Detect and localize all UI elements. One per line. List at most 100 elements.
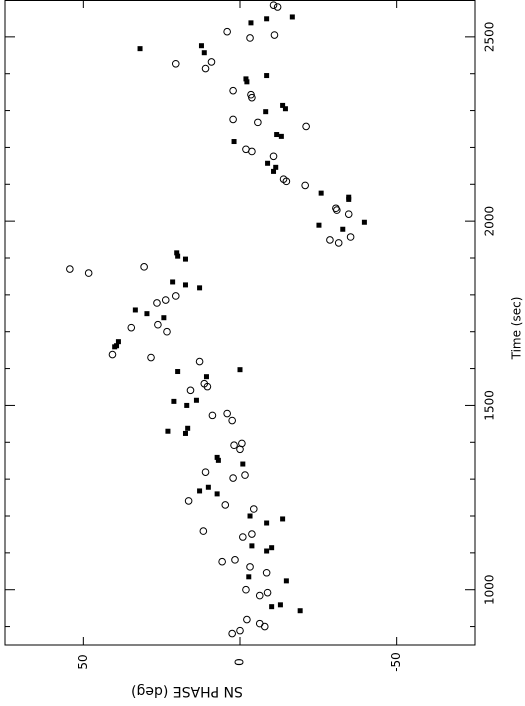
circle-point (231, 556, 239, 564)
circle-point (248, 147, 256, 156)
circle-point (163, 327, 171, 336)
square-point (132, 307, 138, 313)
circle-point (248, 530, 256, 538)
circle-point (228, 629, 236, 638)
square-point (182, 256, 188, 262)
circle-point (346, 233, 355, 241)
circle-point (249, 505, 258, 513)
circle-point (236, 445, 244, 454)
x-axis-label: SN PHASE (deg) (131, 683, 243, 699)
circle-point (203, 382, 212, 391)
circle-point (229, 86, 237, 95)
square-point (144, 311, 150, 317)
square-point (278, 133, 284, 139)
circle-point (301, 181, 309, 190)
square-point (112, 344, 118, 350)
square-point (273, 164, 279, 170)
square-point (247, 513, 253, 519)
circle-point (171, 59, 180, 68)
square-point (184, 402, 190, 408)
square-point (269, 545, 275, 551)
square-point (271, 168, 277, 174)
circle-point (154, 320, 162, 329)
circle-point (223, 27, 231, 36)
circle-point (255, 619, 264, 628)
circle-point (241, 471, 249, 479)
square-point (205, 484, 211, 490)
circle-point (207, 58, 216, 66)
square-point (175, 253, 181, 259)
square-point (248, 20, 254, 26)
circle-point (282, 177, 291, 186)
circle-point (108, 350, 117, 359)
square-point (264, 16, 270, 22)
circle-point (243, 615, 251, 624)
square-point (346, 196, 352, 202)
circle-point (208, 411, 217, 420)
square-point (277, 602, 283, 608)
square-point (185, 425, 191, 431)
square-point (243, 76, 249, 82)
x-tick-label: 0 (233, 658, 247, 666)
circle-point (171, 292, 180, 300)
circle-point (242, 585, 250, 594)
square-point (280, 516, 286, 522)
y-tick-label: 1500 (483, 390, 497, 421)
square-point (193, 397, 199, 403)
circle-point (230, 441, 238, 450)
square-point (361, 219, 367, 225)
square-point (165, 428, 171, 434)
square-point (231, 139, 237, 145)
circle-point (246, 34, 254, 42)
square-point (197, 285, 203, 291)
square-point (175, 369, 181, 375)
x-tick-label: -50 (389, 652, 403, 672)
circle-point (229, 474, 237, 482)
circle-point (344, 210, 353, 218)
circle-point (334, 239, 343, 247)
circle-point (229, 115, 237, 124)
square-point (282, 106, 288, 112)
square-point (280, 102, 286, 108)
circle-point (184, 497, 193, 505)
square-point (174, 250, 180, 256)
circle-point (273, 3, 282, 11)
square-point (264, 520, 270, 526)
circle-point (269, 152, 278, 161)
square-point (264, 73, 270, 79)
circle-point (161, 296, 170, 304)
circle-point (140, 263, 148, 271)
y-tick-label: 1000 (483, 574, 497, 605)
square-point (340, 226, 346, 232)
circle-point (254, 118, 262, 127)
square-point (249, 543, 255, 549)
circle-point (262, 568, 271, 577)
square-point (182, 430, 188, 436)
square-point (297, 608, 303, 614)
circle-point (326, 236, 334, 244)
circle-point (269, 1, 278, 9)
circle-point (127, 323, 136, 332)
square-point (171, 398, 177, 404)
square-point (214, 454, 220, 460)
circle-point (195, 357, 204, 366)
circle-point (186, 386, 195, 395)
square-point (201, 50, 207, 56)
circle-point (218, 557, 226, 566)
x-tick-label: 50 (76, 654, 90, 669)
square-point (214, 491, 220, 497)
square-point (246, 574, 252, 580)
circle-point (84, 269, 93, 277)
circle-point (201, 64, 210, 73)
square-point (215, 457, 221, 463)
square-point (240, 461, 246, 467)
circle-point (199, 527, 208, 535)
square-point (289, 14, 295, 20)
circle-point (255, 591, 264, 600)
circle-point (270, 31, 279, 39)
circle-point (147, 353, 155, 362)
circle-point (246, 563, 254, 571)
square-point (137, 46, 143, 52)
circle-point (201, 468, 210, 476)
